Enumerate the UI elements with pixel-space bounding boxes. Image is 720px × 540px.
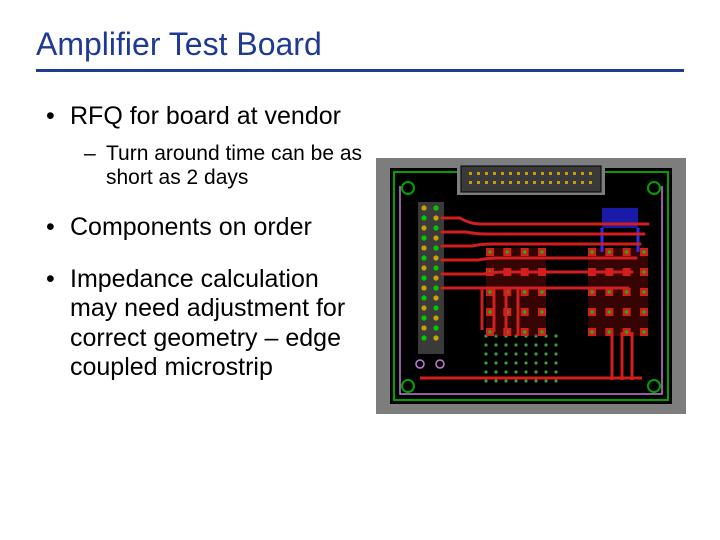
content-row: RFQ for board at vendor Turn around time… <box>36 102 684 414</box>
bullet-column: RFQ for board at vendor Turn around time… <box>36 102 376 405</box>
bullet-text: Components on order <box>70 213 312 241</box>
sub-list: Turn around time can be as short as 2 da… <box>70 142 366 192</box>
slide-root: Amplifier Test Board RFQ for board at ve… <box>0 0 720 540</box>
bullet-text: Impedance calculation may need adjustmen… <box>70 265 345 382</box>
figure-column <box>376 102 686 414</box>
pcb-figure <box>376 158 686 414</box>
bullet-list: RFQ for board at vendor Turn around time… <box>36 102 366 383</box>
list-item: Impedance calculation may need adjustmen… <box>36 265 366 383</box>
page-title: Amplifier Test Board <box>36 26 684 63</box>
title-underline <box>36 69 684 72</box>
list-item: RFQ for board at vendor Turn around time… <box>36 102 366 191</box>
bullet-text: Turn around time can be as short as 2 da… <box>106 142 362 190</box>
bullet-text: RFQ for board at vendor <box>70 102 341 130</box>
list-item: Turn around time can be as short as 2 da… <box>70 142 366 192</box>
list-item: Components on order <box>36 213 366 243</box>
pcb-svg <box>376 158 686 414</box>
